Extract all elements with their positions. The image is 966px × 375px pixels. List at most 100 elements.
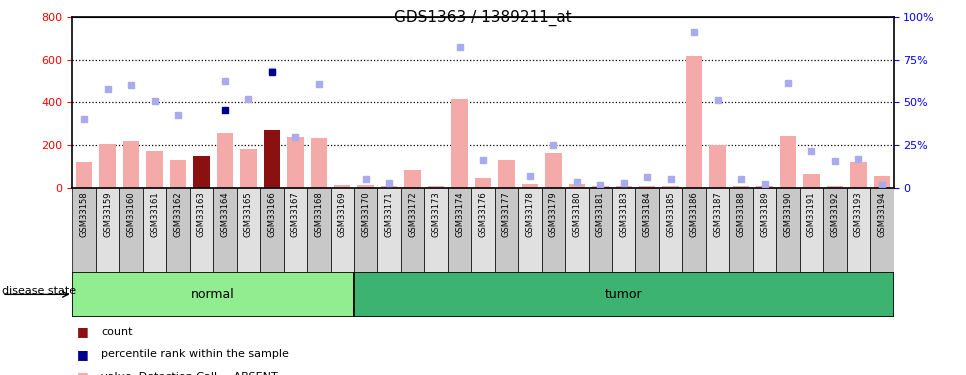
Text: GSM33193: GSM33193 [854, 192, 863, 237]
Text: GSM33191: GSM33191 [807, 192, 816, 237]
Bar [334, 185, 351, 188]
Bar [663, 186, 679, 188]
Text: GSM33177: GSM33177 [502, 192, 511, 237]
Bar [354, 272, 894, 317]
Bar [378, 188, 401, 272]
Text: GSM33189: GSM33189 [760, 192, 769, 237]
Bar [424, 188, 448, 272]
Text: GSM33161: GSM33161 [150, 192, 159, 237]
Bar [639, 186, 656, 188]
Text: GSM33179: GSM33179 [549, 192, 558, 237]
Text: disease state: disease state [2, 286, 76, 296]
Bar [873, 176, 890, 188]
Text: GSM33178: GSM33178 [526, 192, 534, 237]
Text: GSM33185: GSM33185 [667, 192, 675, 237]
Text: ■: ■ [77, 326, 89, 338]
Bar [311, 138, 327, 188]
Bar [237, 188, 260, 272]
Bar [99, 144, 116, 188]
Text: GSM33190: GSM33190 [783, 192, 792, 237]
Text: GSM33163: GSM33163 [197, 192, 206, 237]
Text: GSM33170: GSM33170 [361, 192, 370, 237]
Bar [287, 137, 303, 188]
Bar [518, 188, 542, 272]
Bar [475, 178, 491, 188]
Text: GSM33194: GSM33194 [877, 192, 887, 237]
Bar [850, 162, 867, 188]
Text: GSM33184: GSM33184 [642, 192, 652, 237]
Text: tumor: tumor [605, 288, 642, 301]
Text: GSM33176: GSM33176 [478, 192, 488, 237]
Bar [354, 188, 378, 272]
Bar [753, 188, 777, 272]
Text: percentile rank within the sample: percentile rank within the sample [101, 350, 289, 359]
Bar [709, 145, 725, 188]
Text: GSM33169: GSM33169 [338, 192, 347, 237]
Bar [72, 272, 354, 317]
Bar [96, 188, 120, 272]
Text: GDS1363 / 1389211_at: GDS1363 / 1389211_at [394, 9, 572, 26]
Bar [780, 136, 796, 188]
Bar [357, 185, 374, 188]
Text: GSM33172: GSM33172 [408, 192, 417, 237]
Bar [804, 174, 820, 188]
Bar [615, 186, 632, 188]
Bar [241, 149, 257, 188]
Bar [307, 188, 330, 272]
Bar [405, 170, 421, 188]
Text: GSM33168: GSM33168 [314, 192, 324, 237]
Bar [170, 160, 186, 188]
Bar [827, 186, 843, 188]
Bar [76, 162, 93, 188]
Bar [448, 188, 471, 272]
Text: GSM33164: GSM33164 [220, 192, 230, 237]
Bar [636, 188, 659, 272]
Bar [213, 188, 237, 272]
Text: GSM33167: GSM33167 [291, 192, 299, 237]
Bar [706, 188, 729, 272]
Text: GSM33165: GSM33165 [243, 192, 253, 237]
Bar [565, 188, 588, 272]
Text: count: count [101, 327, 133, 337]
Text: ■: ■ [77, 348, 89, 361]
Bar [471, 188, 495, 272]
Bar [729, 188, 753, 272]
Bar [870, 188, 894, 272]
Bar [733, 186, 750, 188]
Bar [612, 188, 636, 272]
Text: GSM33158: GSM33158 [79, 192, 89, 237]
Bar [756, 186, 773, 188]
Text: value, Detection Call = ABSENT: value, Detection Call = ABSENT [101, 372, 278, 375]
Text: GSM33174: GSM33174 [455, 192, 464, 237]
Text: GSM33171: GSM33171 [384, 192, 394, 237]
Text: GSM33192: GSM33192 [831, 192, 839, 237]
Bar [143, 188, 166, 272]
Text: GSM33186: GSM33186 [690, 192, 698, 237]
Text: GSM33188: GSM33188 [736, 192, 746, 237]
Bar [147, 151, 163, 188]
Text: GSM33173: GSM33173 [432, 192, 440, 237]
Bar [542, 188, 565, 272]
Bar [777, 188, 800, 272]
Bar [545, 153, 561, 188]
Text: GSM33187: GSM33187 [713, 192, 723, 237]
Bar [592, 186, 609, 188]
Bar [120, 188, 143, 272]
Bar [686, 56, 702, 188]
Bar [72, 188, 96, 272]
Bar [401, 188, 424, 272]
Bar [846, 188, 870, 272]
Bar [569, 184, 585, 188]
Bar [823, 188, 846, 272]
Text: normal: normal [191, 288, 235, 301]
Text: GSM33159: GSM33159 [103, 192, 112, 237]
Bar [166, 188, 189, 272]
Bar [682, 188, 706, 272]
Text: GSM33166: GSM33166 [268, 192, 276, 237]
Bar [260, 188, 284, 272]
Text: GSM33160: GSM33160 [127, 192, 135, 237]
Text: GSM33183: GSM33183 [619, 192, 628, 237]
Bar [216, 133, 233, 188]
Text: GSM33162: GSM33162 [174, 192, 183, 237]
Bar [659, 188, 682, 272]
